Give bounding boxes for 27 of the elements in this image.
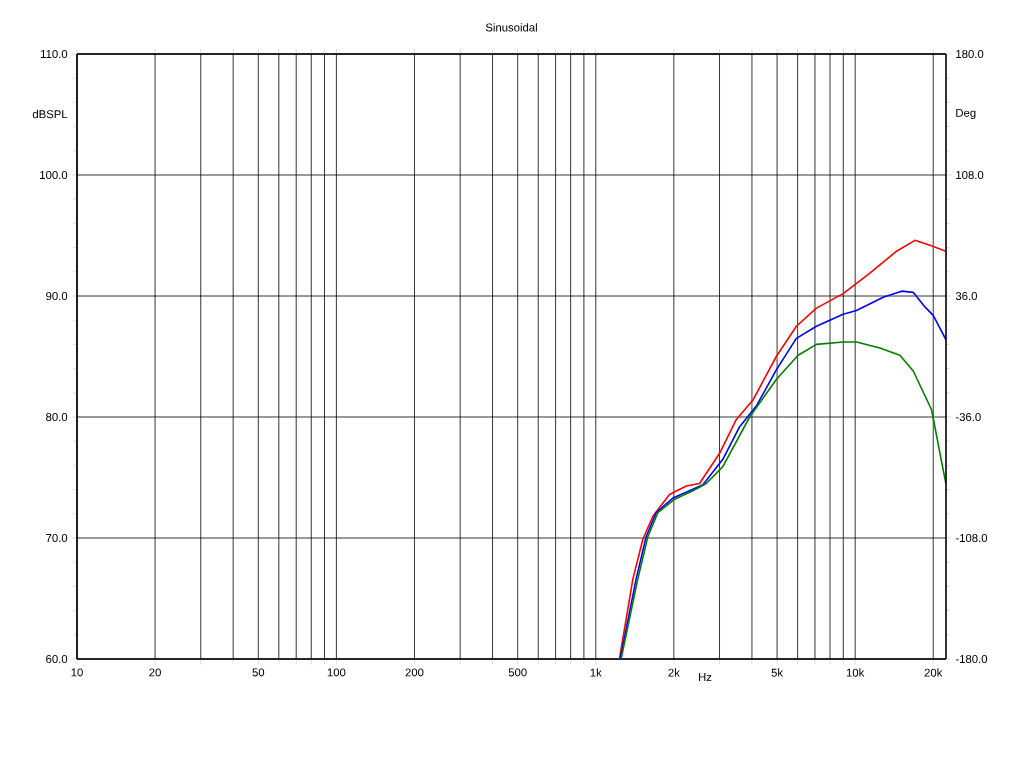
y-tick-label: 60.0 [46,655,68,664]
y-axis-title: dBSPL [32,109,68,119]
x-tick-label: 10k [846,668,865,677]
y2-tick-label: 108.0 [956,171,984,180]
y-tick-label: 70.0 [46,534,68,543]
x-tick-label: 500 [508,668,527,677]
x-tick-label: 20k [924,668,943,677]
x-tick-label: 50 [252,668,265,677]
y2-tick-label: 36.0 [955,292,977,301]
chart-title: Sinusoidal [485,23,537,32]
y-tick-label: 80.0 [46,413,68,422]
y-tick-label: 90.0 [46,292,68,301]
y2-axis-title: Deg [956,108,976,120]
x-tick-label: 200 [405,668,424,677]
y2-tick-label: -180.0 [955,655,988,664]
x-tick-label: 10 [71,668,83,677]
x-tick-label: 20 [149,668,161,677]
x-tick-label: 100 [327,668,346,677]
y2-tick-label: -108.0 [955,534,988,543]
y2-tick-label: 180.0 [956,50,984,58]
y-tick-label: 100.0 [40,171,68,180]
x-axis-title: Hz [699,673,712,681]
y2-tick-label: -36.0 [955,413,981,422]
x-tick-label: 2k [668,668,680,677]
x-tick-label: 1k [590,668,602,677]
x-tick-label: 5k [771,668,784,677]
y-tick-label: 110.0 [40,50,68,59]
